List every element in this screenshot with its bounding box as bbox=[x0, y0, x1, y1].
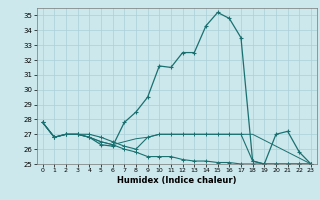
X-axis label: Humidex (Indice chaleur): Humidex (Indice chaleur) bbox=[117, 176, 236, 185]
